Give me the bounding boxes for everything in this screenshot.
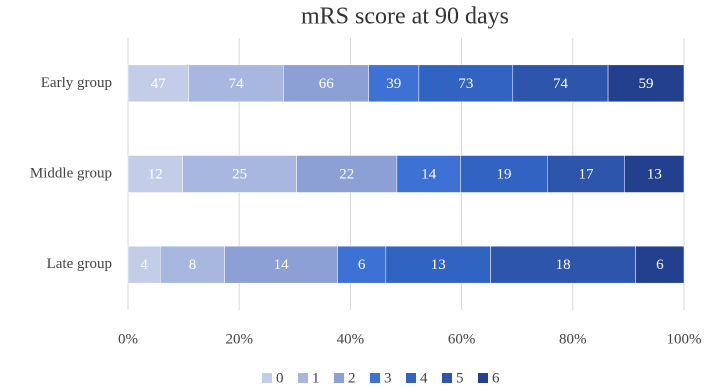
value-label: 66	[319, 76, 335, 92]
value-label: 74	[553, 76, 569, 92]
value-label: 22	[339, 166, 354, 182]
bar-segment	[624, 155, 685, 193]
value-label: 4	[140, 257, 148, 273]
legend-label: 5	[456, 370, 464, 386]
legend-label: 2	[348, 370, 356, 386]
bar-segment	[127, 155, 183, 193]
bar-segment	[337, 245, 387, 284]
legend-label: 1	[312, 370, 320, 386]
x-tick-label: 40%	[337, 331, 365, 347]
x-tick-label: 0%	[118, 331, 138, 347]
value-label: 59	[639, 76, 654, 92]
legend-swatch	[406, 373, 416, 383]
value-label: 18	[556, 257, 571, 273]
value-label: 12	[148, 166, 163, 182]
value-label: 73	[458, 76, 473, 92]
bar-segment	[635, 245, 685, 284]
value-label: 13	[431, 257, 446, 273]
legend-swatch	[370, 373, 380, 383]
x-tick-label: 60%	[448, 331, 476, 347]
bar-segment	[418, 64, 514, 103]
chart-title: mRS score at 90 days	[301, 4, 509, 30]
bar-segment	[607, 64, 685, 103]
value-label: 39	[386, 76, 401, 92]
value-label: 19	[496, 166, 511, 182]
legend-label: 4	[420, 370, 428, 386]
legend-label: 3	[384, 370, 392, 386]
legend-label: 6	[492, 370, 500, 386]
value-label: 8	[189, 257, 197, 273]
legend-label: 0	[276, 370, 284, 386]
legend-swatch	[334, 373, 344, 383]
y-tick-label: Middle group	[30, 165, 112, 181]
value-label: 13	[647, 166, 662, 182]
legend-swatch	[298, 373, 308, 383]
value-label: 14	[421, 166, 437, 182]
legend-swatch	[262, 373, 272, 383]
value-label: 74	[229, 76, 245, 92]
value-label: 14	[274, 257, 290, 273]
x-tick-label: 80%	[559, 331, 587, 347]
legend-swatch	[478, 373, 488, 383]
bar-segment	[512, 64, 609, 103]
bar-segment	[396, 155, 461, 193]
bar-segment	[296, 155, 398, 193]
bar-segment	[224, 245, 338, 284]
bar-segment	[490, 245, 636, 284]
bar-segment	[283, 64, 369, 103]
y-tick-label: Early group	[41, 75, 112, 91]
bar-segment	[127, 64, 189, 103]
x-tick-label: 20%	[225, 331, 253, 347]
y-tick-label: Late group	[47, 256, 112, 272]
value-label: 6	[358, 257, 366, 273]
bar-segment	[368, 64, 420, 103]
value-label: 47	[151, 76, 167, 92]
value-label: 17	[579, 166, 595, 182]
bar-segment	[182, 155, 297, 193]
bar-segment	[547, 155, 626, 193]
value-label: 25	[232, 166, 247, 182]
value-label: 6	[656, 257, 664, 273]
bar-segment	[460, 155, 548, 193]
x-tick-label: 100%	[667, 331, 702, 347]
legend-swatch	[442, 373, 452, 383]
